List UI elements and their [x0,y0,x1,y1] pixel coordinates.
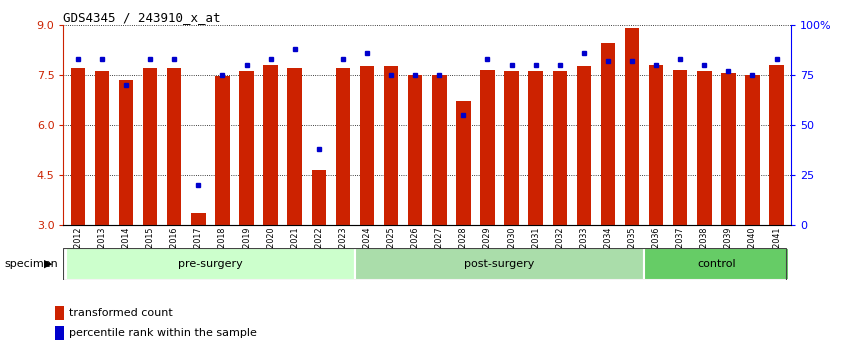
Bar [577,67,591,225]
Bar [601,43,615,225]
Bar [95,72,109,225]
Bar [288,68,302,225]
Bar [215,76,229,225]
Text: GDS4345 / 243910_x_at: GDS4345 / 243910_x_at [63,11,221,24]
Bar [721,73,736,225]
Bar [384,67,398,225]
Bar [481,70,495,225]
Bar [191,213,206,225]
Bar [336,68,350,225]
Text: pre-surgery: pre-surgery [178,259,243,269]
Bar [432,75,447,225]
Bar [673,70,688,225]
Bar [552,72,567,225]
Text: percentile rank within the sample: percentile rank within the sample [69,328,257,338]
Bar [311,170,326,225]
Bar [408,75,422,225]
Bar [625,28,640,225]
Bar [529,72,543,225]
Bar [697,72,711,225]
Text: ▶: ▶ [44,259,52,269]
Bar [55,326,64,340]
Bar [360,67,374,225]
Text: specimen: specimen [4,259,58,269]
Bar [55,307,64,320]
Bar [263,65,277,225]
Bar [504,72,519,225]
Bar [66,248,355,280]
Text: control: control [697,259,736,269]
Text: post-surgery: post-surgery [464,259,535,269]
Bar [649,65,663,225]
Text: transformed count: transformed count [69,308,173,318]
Bar [143,68,157,225]
Bar [644,248,788,280]
Bar [239,72,254,225]
Bar [769,65,783,225]
Bar [71,68,85,225]
Bar [118,80,134,225]
Bar [167,68,182,225]
Bar [355,248,644,280]
Bar [745,75,760,225]
Bar [456,102,470,225]
